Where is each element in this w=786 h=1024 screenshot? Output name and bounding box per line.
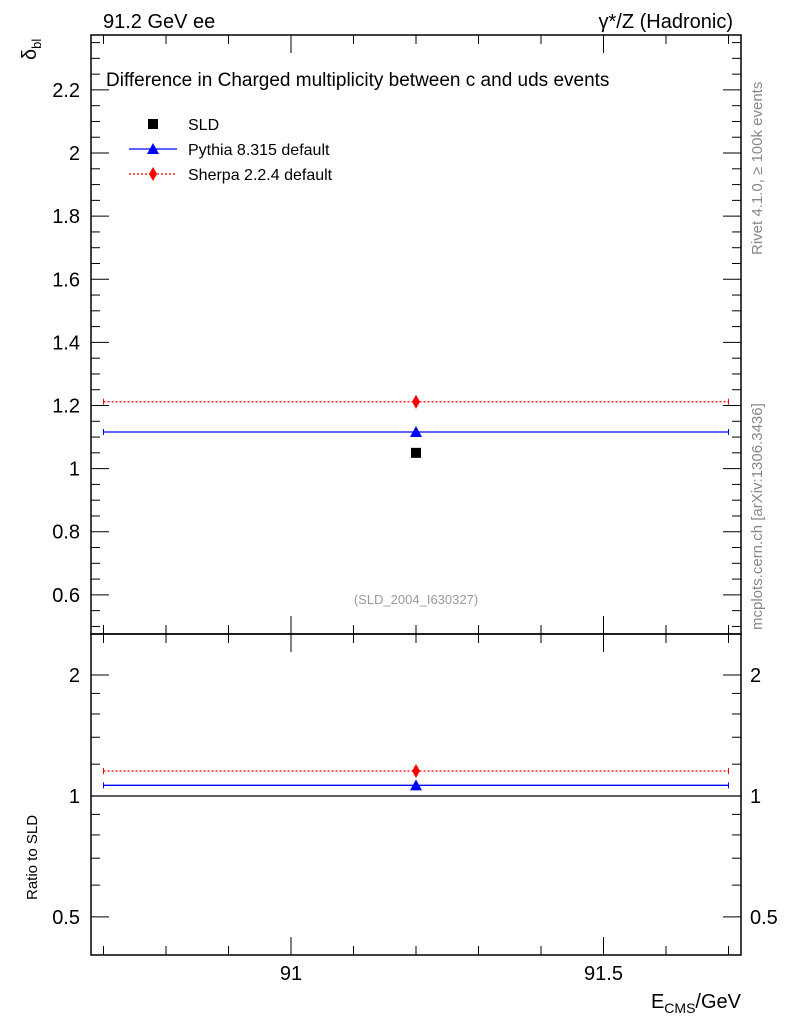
ratio-y-tick-label: 0.5 (52, 907, 80, 929)
sherpa-marker (412, 394, 420, 409)
ratio-frame (90, 633, 742, 956)
chart-title: Difference in Charged multiplicity betwe… (106, 70, 609, 91)
y-tick-label: 2 (69, 143, 80, 165)
legend-label-pythia: Pythia 8.315 default (188, 142, 330, 159)
y-axis-label-main: δbl (19, 39, 44, 60)
y-tick-label: 1 (69, 459, 80, 481)
y-axis-label-ratio: Ratio to SLD (24, 815, 41, 900)
ratio-y-tick-label-right: 1 (750, 786, 761, 808)
x-tick-label: 91.5 (584, 963, 623, 985)
legend-marker-pythia (147, 143, 159, 154)
x-axis-label: ECMS/GeV (651, 991, 742, 1016)
y-tick-label: 0.8 (52, 522, 80, 544)
rivet-label: Rivet 4.1.0, ≥ 100k events (749, 82, 766, 255)
analysis-id: (SLD_2004_I630327) (354, 592, 478, 607)
pythia-marker (410, 426, 422, 438)
pythia-ratio-marker (410, 779, 422, 791)
y-tick-label: 1.6 (52, 269, 80, 291)
y-tick-label: 1.2 (52, 396, 80, 418)
legend-marker-sld (148, 119, 158, 129)
y-tick-label: 0.6 (52, 585, 80, 607)
legend: SLD Pythia 8.315 default Sherpa 2.2.4 defa… (129, 117, 333, 184)
ratio-y-tick-label-right: 0.5 (750, 907, 778, 929)
legend-label-sherpa: Sherpa 2.2.4 default (188, 167, 333, 184)
legend-marker-sherpa (149, 167, 157, 181)
ratio-y-tick-label: 2 (69, 665, 80, 687)
y-tick-label: 2.2 (52, 80, 80, 102)
y-tick-label: 1.4 (52, 332, 80, 354)
mcplots-label: mcplots.cern.ch [arXiv:1306.3436] (749, 403, 766, 630)
ratio-y-tick-label-right: 2 (750, 665, 761, 687)
sld-marker (411, 447, 421, 458)
sherpa-ratio-marker (412, 763, 420, 778)
ratio-y-tick-label: 1 (69, 786, 80, 808)
y-tick-label: 1.8 (52, 206, 80, 228)
header-left: 91.2 GeV ee (103, 11, 215, 33)
legend-label-sld: SLD (188, 117, 219, 134)
header-right: γ*/Z (Hadronic) (599, 11, 733, 33)
x-tick-label: 91 (280, 963, 302, 985)
